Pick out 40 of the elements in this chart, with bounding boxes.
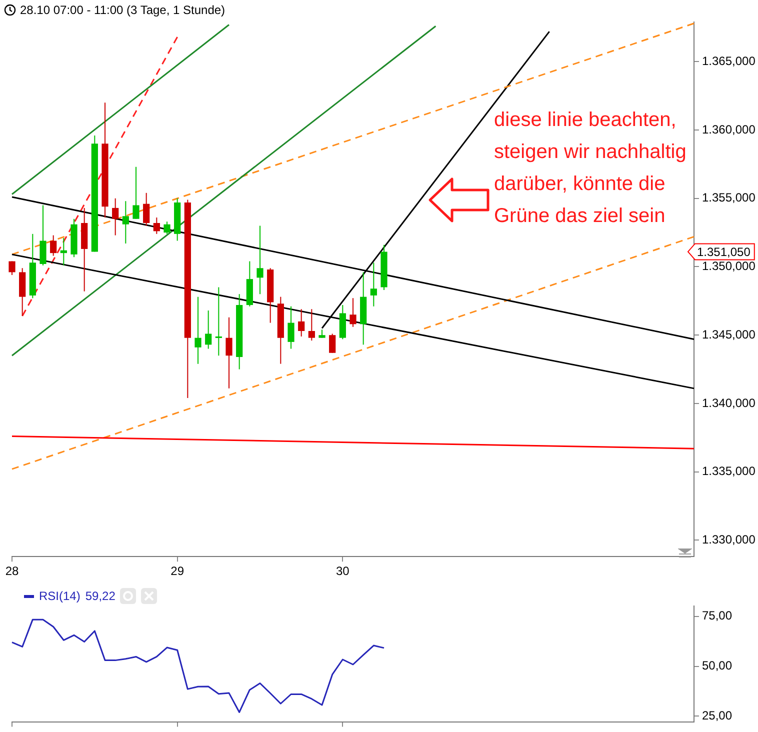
y-tick-label: 1.335,000 (702, 464, 756, 478)
legend-label: RSI(14) (39, 589, 80, 603)
y-tick-label: 25,00 (702, 708, 732, 723)
x-tick-label: 28 (5, 564, 19, 578)
y-tick-label: 1.345,000 (702, 327, 756, 342)
candlestick (370, 262, 377, 307)
x-tick-label: 29 (170, 564, 184, 578)
y-tick-label: 1.340,000 (702, 396, 756, 410)
y-tick-label: 1.350,000 (702, 259, 756, 274)
candlestick (194, 296, 202, 364)
candlestick (226, 316, 232, 389)
candlestick (215, 286, 222, 356)
candlestick (256, 225, 264, 295)
y-tick-label: 1.360,000 (702, 122, 756, 136)
y-tick-label: 1.330,000 (702, 532, 756, 547)
candlestick (329, 333, 336, 354)
candlestick (40, 204, 46, 266)
y-tick-label: 1.355,000 (702, 190, 756, 205)
candlestick (164, 221, 170, 234)
annotation: diese linie beachten, steigen wir nachhaltig darüber, könnte die Grüne das ziel sein (494, 109, 686, 227)
candlestick (298, 308, 305, 337)
y-tick-label: 50,00 (702, 658, 732, 673)
candlestick (122, 200, 129, 244)
candlestick (308, 308, 315, 342)
candlestick (288, 306, 294, 350)
candlestick (8, 260, 16, 276)
candlestick (143, 192, 150, 226)
candlestick (153, 217, 160, 234)
candlestick (112, 198, 119, 236)
text: 1.351,050 (697, 245, 751, 260)
candlestick (132, 166, 140, 220)
candlestick (350, 298, 356, 328)
text: 59,22 (85, 589, 116, 603)
y-tick-label: 75,00 (702, 608, 732, 623)
chart-title: 28.10 07:00 - 11:00 (3 Tage, 1 Stunde) (20, 3, 226, 17)
x-tick-label: 30 (336, 564, 350, 578)
candlestick (205, 310, 212, 350)
candlestick (60, 238, 67, 266)
candlestick (50, 234, 57, 256)
y-tick-label: 1.365,000 (702, 54, 756, 68)
